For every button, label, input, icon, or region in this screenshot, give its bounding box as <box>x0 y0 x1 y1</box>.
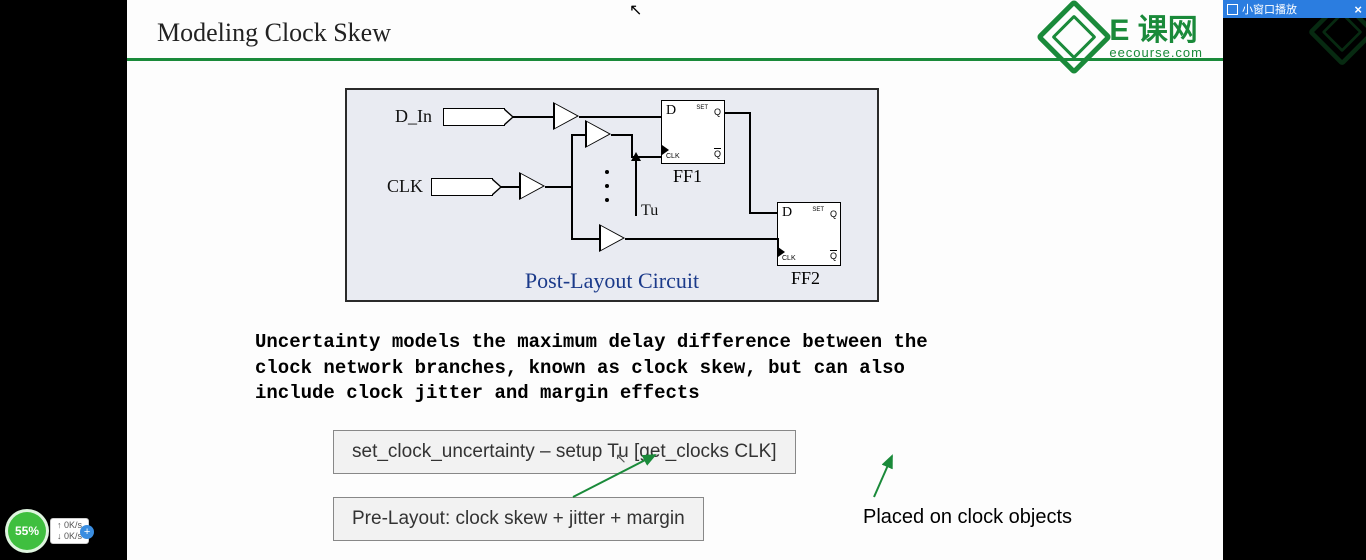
wire <box>571 134 585 136</box>
wire <box>501 186 519 188</box>
download-speed-badge[interactable]: 55% ↑ 0K/s ↓ 0K/s + <box>8 512 89 550</box>
speed-rates: ↑ 0K/s ↓ 0K/s + <box>50 518 89 544</box>
wire <box>749 112 751 212</box>
tu-dim-line <box>635 160 637 216</box>
ellipsis-dot <box>605 170 609 174</box>
wire <box>611 134 631 136</box>
ff-set-label: SET <box>812 207 824 213</box>
logo-diamond-icon <box>1036 0 1112 75</box>
buffer-icon <box>553 102 579 130</box>
wire <box>725 112 749 114</box>
codebox-uncertainty: set_clock_uncertainty – setup Tu [get_cl… <box>333 430 796 474</box>
wire <box>579 116 661 118</box>
close-icon[interactable]: × <box>1354 2 1362 17</box>
buffer-icon <box>585 120 611 148</box>
circuit-diagram: Post-Layout Circuit D_In CLK <box>345 88 879 302</box>
wire <box>777 238 779 256</box>
logo: E 课网 eecourse.com <box>1047 10 1203 64</box>
wire <box>571 238 599 240</box>
ff-q-label: Q <box>830 209 837 219</box>
plus-icon[interactable]: + <box>80 525 94 539</box>
buffer-icon <box>519 172 545 200</box>
wire <box>625 238 777 240</box>
din-label: D_In <box>395 106 432 127</box>
clk-label: CLK <box>387 176 423 197</box>
ff-qbar-label: Q <box>830 251 837 261</box>
ff1-name: FF1 <box>673 166 702 187</box>
codebox-prelayout: Pre-Layout: clock skew + jitter + margin <box>333 497 704 541</box>
ellipsis-dot <box>605 198 609 202</box>
logo-cn: E 课网 <box>1109 16 1203 46</box>
ff-d-label: D <box>782 205 792 221</box>
clk-port-icon <box>431 178 493 196</box>
stage: E 课网 eecourse.com Modeling Clock Skew E … <box>0 0 1366 560</box>
page-title: Modeling Clock Skew <box>157 18 391 48</box>
tu-label: Tu <box>641 202 658 220</box>
speed-percent: 55% <box>8 512 46 550</box>
wire <box>513 116 553 118</box>
window-icon <box>1227 4 1238 15</box>
ff-set-label: SET <box>696 105 708 111</box>
ff-qbar-label: Q <box>714 149 721 159</box>
ff2-name: FF2 <box>791 268 820 289</box>
speed-up: 0K/s <box>64 520 82 530</box>
ff-q-label: Q <box>714 107 721 117</box>
buffer-icon <box>599 224 625 252</box>
wire <box>749 212 777 214</box>
ff-d-label: D <box>666 103 676 119</box>
wire <box>545 186 571 188</box>
body-paragraph: Uncertainty models the maximum delay dif… <box>255 330 975 407</box>
din-port-icon <box>443 108 505 126</box>
logo-en: eecourse.com <box>1109 46 1203 59</box>
slide-area: Modeling Clock Skew E 课网 eecourse.com Po… <box>127 0 1223 560</box>
flipflop-ff2: D SET Q Q CLK <box>777 202 841 266</box>
clock-triangle-icon <box>662 145 669 155</box>
wire <box>571 134 573 238</box>
clock-triangle-icon <box>778 247 785 257</box>
mini-window-titlebar[interactable]: 小窗口播放 × <box>1223 0 1366 18</box>
winbar-title: 小窗口播放 <box>1242 1 1297 17</box>
arrowhead-up-icon <box>631 152 641 161</box>
flipflop-ff1: D SET Q Q CLK <box>661 100 725 164</box>
ellipsis-dot <box>605 184 609 188</box>
annotation-text: Placed on clock objects <box>863 506 1072 529</box>
